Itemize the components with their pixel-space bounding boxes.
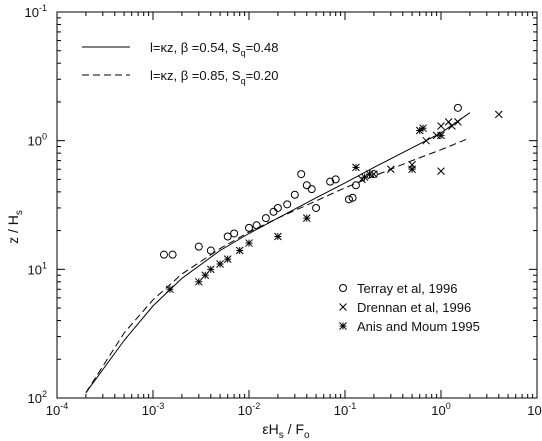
terray-point — [351, 181, 360, 190]
drennan-point — [494, 110, 503, 119]
terray-point — [312, 203, 321, 212]
terray-point — [261, 214, 270, 223]
legend-marker-swatch — [339, 322, 347, 330]
anis-moum-point — [352, 163, 360, 172]
legend: l=κz, β =0.54, Sq=0.48 l=κz, β =0.85, Sq=… — [82, 40, 480, 334]
drennan-point — [386, 165, 395, 174]
terray-point — [194, 242, 203, 251]
anis-moum-point — [216, 260, 224, 268]
anis-moum-point — [206, 265, 215, 274]
x-tick-label: 100 — [431, 401, 450, 418]
terray-point — [302, 181, 311, 190]
terray-point — [331, 175, 340, 184]
anis-moum-point — [223, 255, 232, 263]
terray-point — [230, 229, 239, 238]
terray-point — [326, 177, 335, 186]
drennan-point — [437, 122, 445, 130]
plot-area-border — [56, 11, 538, 399]
x-axis-label: εHs / Fo — [262, 421, 310, 441]
anis-moum-point — [419, 124, 427, 133]
terray-point — [283, 200, 292, 209]
anis-moum-point — [408, 165, 416, 174]
terray-point — [273, 203, 282, 212]
dashed-fit-line — [85, 137, 471, 393]
legend-line-label: l=κz, β =0.85, Sq=0.20 — [150, 68, 279, 86]
terray-point — [348, 193, 357, 202]
x-tick-label: 10-4 — [46, 401, 68, 418]
legend-marker-label: Terray et al, 1996 — [357, 281, 457, 296]
drennan-point — [422, 136, 430, 145]
y-tick-label: 101 — [28, 260, 47, 277]
terray-point — [168, 250, 177, 259]
terray-point — [159, 250, 168, 259]
data-points — [159, 103, 503, 294]
drennan-point — [444, 118, 453, 126]
terray-point — [206, 246, 215, 255]
fit-lines — [85, 112, 471, 393]
terray-point — [252, 221, 261, 230]
legend-marker-swatch — [339, 284, 347, 292]
drennan-point — [448, 122, 456, 130]
axis-ticks: 10-4 10-3 10-2 10-1 100 101 102 101 100 10-1 — [25, 3, 542, 418]
anis-moum-point — [302, 214, 311, 222]
plot-frame — [56, 11, 538, 399]
x-tick-label: 10-1 — [334, 401, 356, 418]
anis-moum-point — [360, 173, 369, 182]
anis-moum-point — [437, 131, 445, 140]
anis-moum-point — [235, 246, 244, 255]
anis-moum-point — [245, 239, 253, 247]
terray-point — [453, 103, 462, 112]
terray-point — [297, 170, 306, 179]
terray-point — [245, 223, 253, 232]
legend-marker-swatch — [339, 303, 347, 311]
legend-marker-label: Drennan et al, 1996 — [357, 300, 471, 315]
terray-point — [223, 232, 232, 241]
anis-moum-point — [274, 232, 282, 241]
legend-marker-label: Anis and Moum 1995 — [357, 319, 480, 334]
anis-moum-point — [166, 285, 174, 294]
x-tick-label: 10-3 — [142, 401, 164, 418]
terray-point — [307, 185, 316, 194]
y-axis-label: z / Hs — [5, 210, 25, 244]
legend-line-label: l=κz, β =0.54, Sq=0.48 — [150, 40, 279, 58]
x-tick-label: 10-2 — [238, 401, 260, 418]
y-tick-label: 102 — [28, 389, 47, 406]
drennan-point — [437, 167, 445, 175]
y-tick-label: 10-1 — [25, 3, 47, 20]
anis-moum-point — [365, 170, 374, 178]
anis-moum-point — [194, 277, 203, 286]
terray-point — [344, 195, 353, 204]
drennan-point — [454, 118, 462, 126]
x-tick-label: 101 — [527, 401, 542, 418]
y-tick-label: 100 — [28, 132, 47, 149]
terray-point — [290, 190, 299, 199]
